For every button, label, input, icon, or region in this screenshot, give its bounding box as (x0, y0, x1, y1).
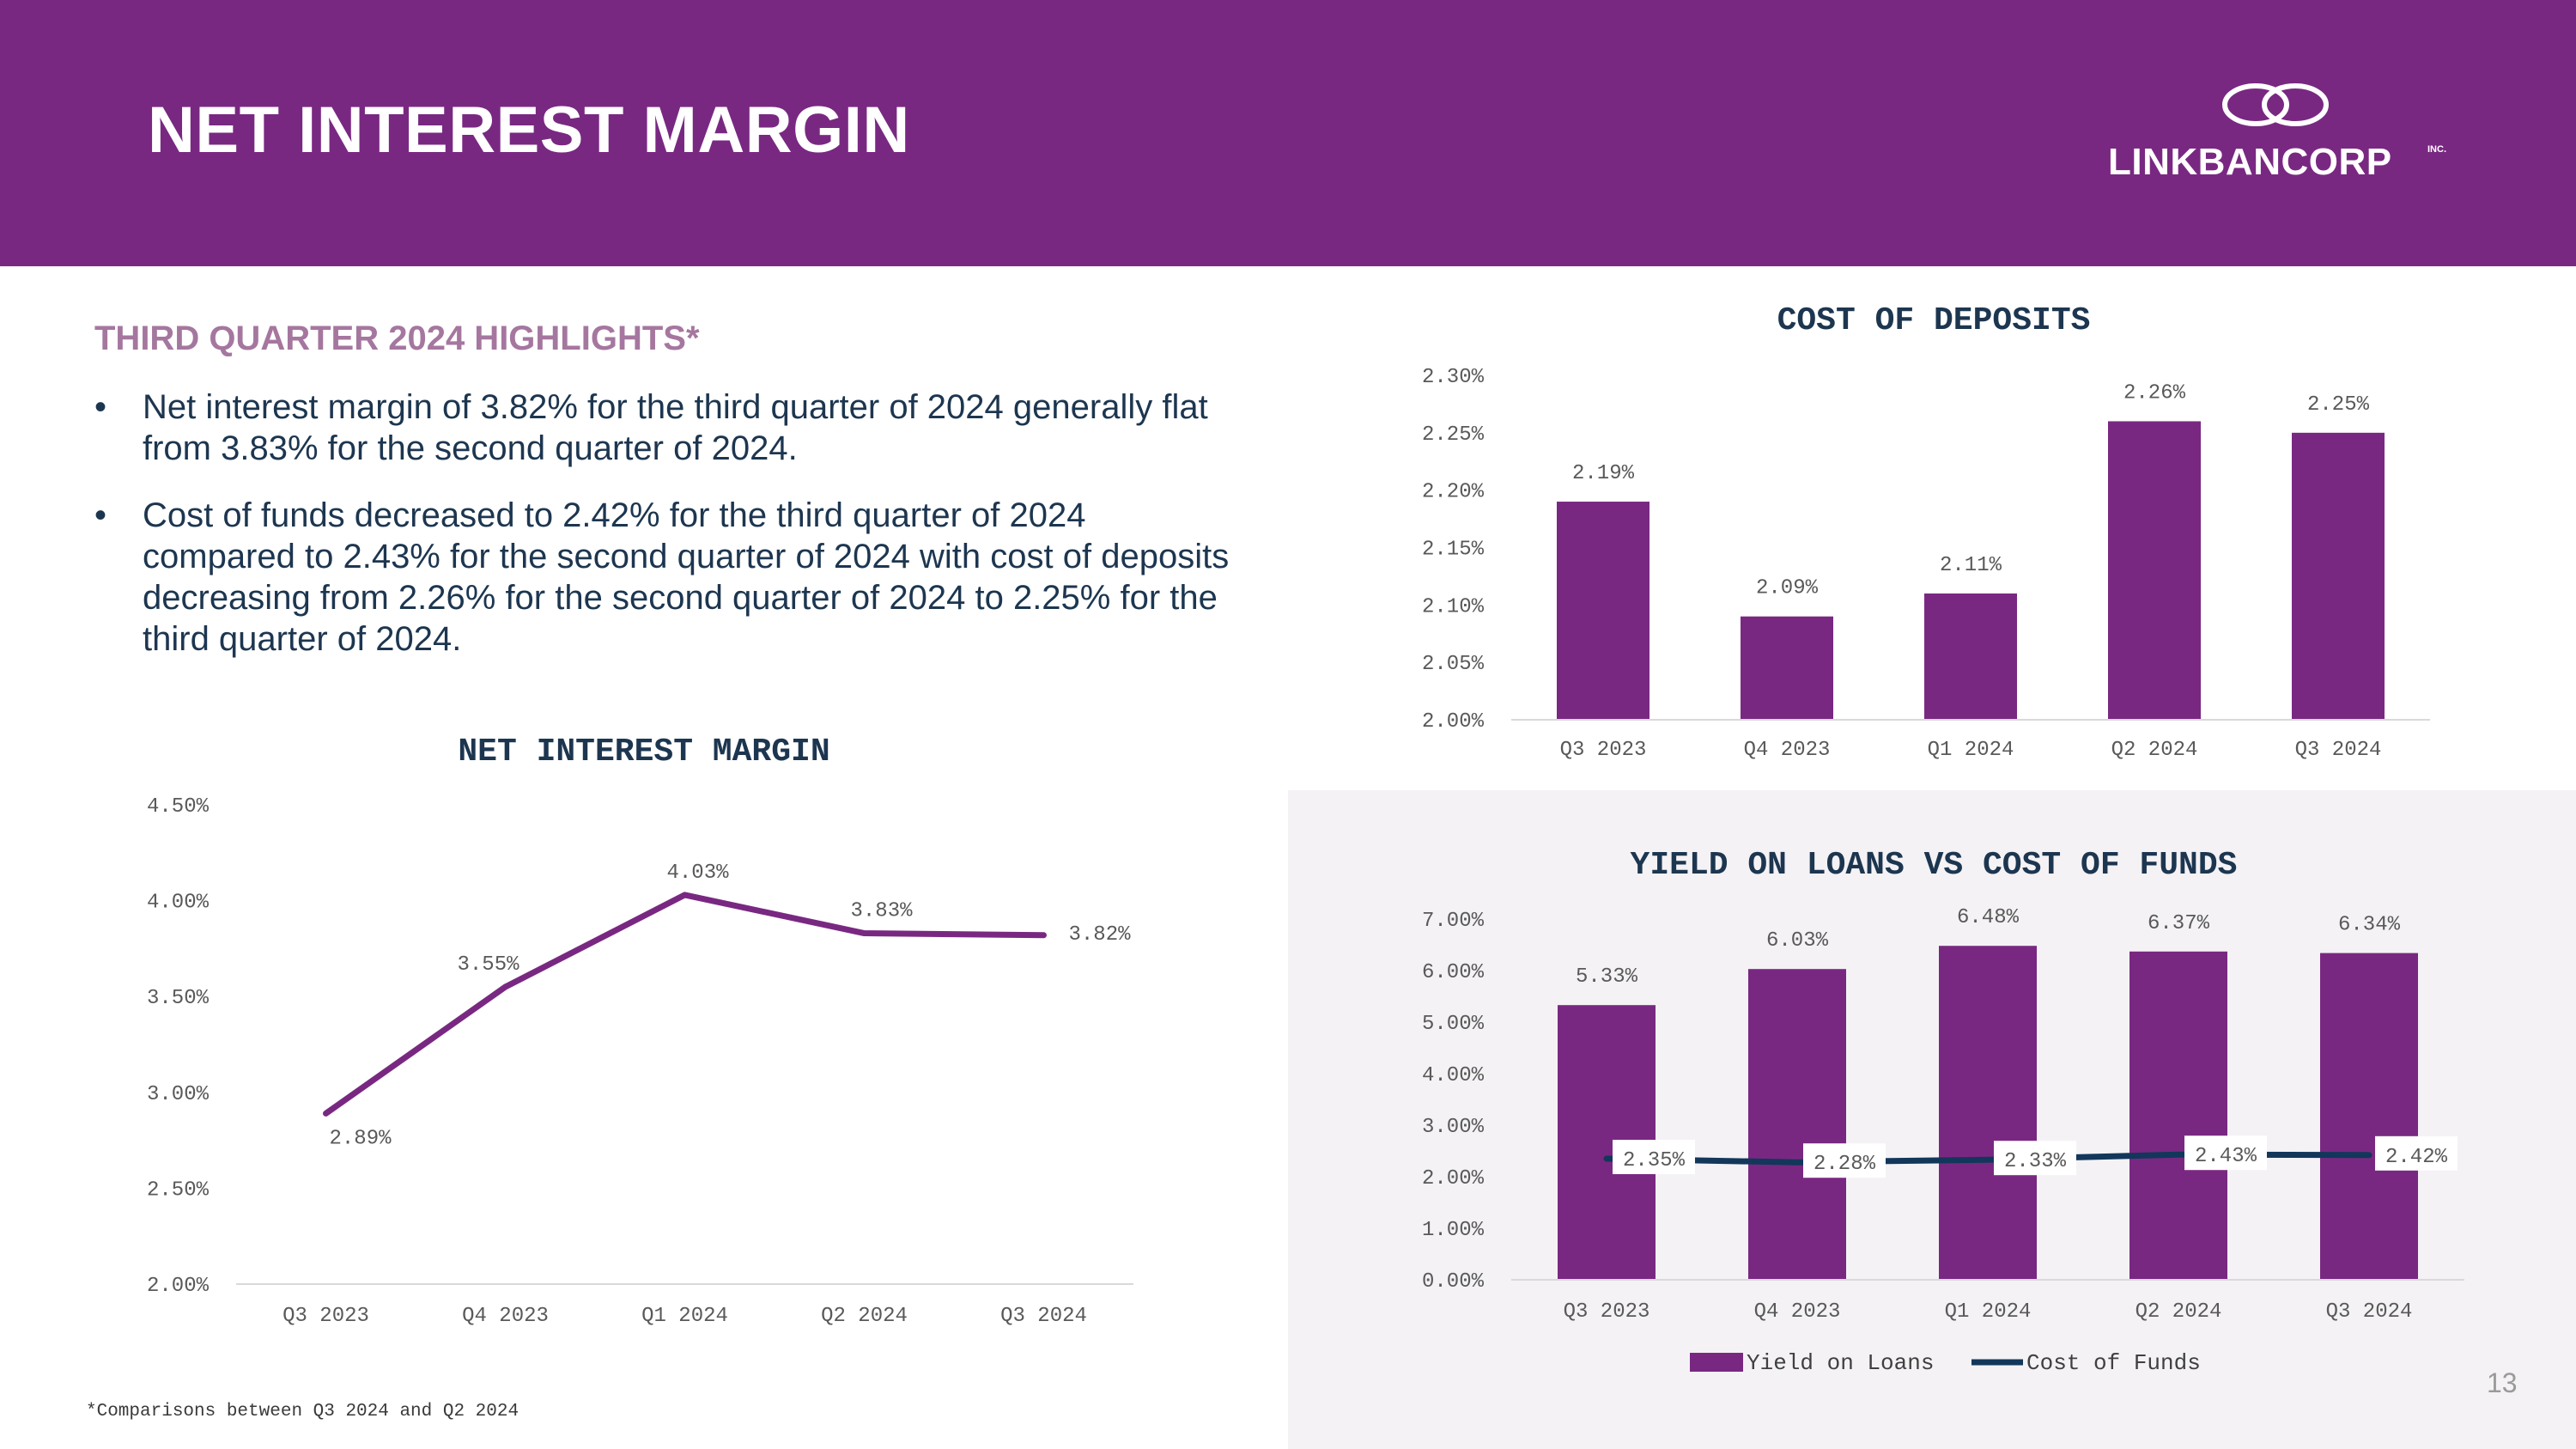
yield-y-tick-label: 7.00% (1422, 910, 1485, 933)
yield-y-tick-label: 6.00% (1422, 961, 1485, 984)
yield-x-tick-label: Q3 2023 (1564, 1300, 1650, 1324)
nim-data-label: 3.82% (1068, 923, 1131, 947)
yield-y-tick-label: 5.00% (1422, 1013, 1485, 1036)
deposits-bar (1557, 502, 1649, 720)
yield-data-label: 6.03% (1766, 929, 1829, 953)
yield-x-tick-label: Q1 2024 (1945, 1300, 2032, 1324)
nim-y-tick-label: 3.50% (147, 987, 210, 1010)
yield-chart-title: YIELD ON LOANS VS COST OF FUNDS (1631, 847, 2238, 884)
yield-data-label: 6.48% (1957, 906, 2020, 929)
yield-bar (1939, 946, 2037, 1280)
nim-point (1042, 933, 1046, 937)
company-logo: LINKBANCORP INC. (2108, 79, 2469, 191)
deposits-y-tick-label: 2.25% (1422, 423, 1485, 447)
yield-y-tick-label: 4.00% (1422, 1064, 1485, 1087)
highlight-text: Net interest margin of 3.82% for the thi… (143, 388, 1208, 467)
bullet-glyph: • (94, 388, 107, 426)
nim-y-tick-label: 4.50% (147, 795, 210, 819)
legend-yield-label: Yield on Loans (1747, 1350, 1934, 1376)
deposits-x-tick-label: Q2 2024 (2111, 739, 2198, 762)
nim-point (862, 931, 866, 935)
yield-y-tick-label: 0.00% (1422, 1270, 1485, 1294)
nim-chart-title: NET INTEREST MARGIN (458, 734, 829, 770)
nim-y-tick-label: 2.00% (147, 1275, 210, 1298)
highlight-text: Cost of funds decreased to 2.42% for the… (143, 496, 1230, 658)
deposits-x-tick-label: Q4 2023 (1744, 739, 1831, 762)
nim-x-tick-label: Q4 2023 (462, 1305, 549, 1328)
deposits-y-tick-label: 2.05% (1422, 653, 1485, 676)
logo-suffix: INC. (2427, 144, 2446, 155)
nim-point (324, 1111, 328, 1116)
cost-of-funds-data-label: 2.33% (2004, 1150, 2067, 1173)
nim-y-tick-label: 2.50% (147, 1178, 210, 1202)
cost-of-funds-label-box (2375, 1135, 2458, 1171)
yield-x-tick-label: Q3 2024 (2326, 1300, 2413, 1324)
cost-of-funds-label-box (1994, 1141, 2076, 1176)
yield-y-tick-label: 1.00% (1422, 1219, 1485, 1242)
nim-y-tick-label: 4.00% (147, 892, 210, 915)
nim-data-label: 3.83% (850, 900, 913, 923)
deposits-bar (1924, 593, 2017, 720)
deposits-data-label: 2.09% (1756, 577, 1819, 600)
deposits-y-tick-label: 2.15% (1422, 539, 1485, 562)
cost-of-funds-data-label: 2.43% (2195, 1145, 2257, 1168)
cost-of-funds-data-label: 2.42% (2385, 1146, 2448, 1169)
deposits-data-label: 2.25% (2307, 393, 2370, 417)
highlight-item: • Net interest margin of 3.82% for the th… (94, 387, 1236, 469)
nim-data-label: 3.55% (457, 953, 519, 977)
yield-y-tick-label: 2.00% (1422, 1167, 1485, 1190)
cost-of-funds-label-box (1803, 1143, 1886, 1178)
deposits-data-label: 2.11% (1940, 554, 2002, 577)
yield-bar (2320, 953, 2418, 1280)
deposits-data-label: 2.26% (2123, 381, 2186, 405)
nim-x-tick-label: Q3 2023 (283, 1305, 369, 1328)
deposits-y-tick-label: 2.10% (1422, 595, 1485, 618)
yield-x-tick-label: Q2 2024 (2136, 1300, 2222, 1324)
deposits-data-label: 2.19% (1572, 462, 1635, 485)
footnote: *Comparisons between Q3 2024 and Q2 2024 (86, 1402, 519, 1422)
yield-data-label: 6.37% (2148, 912, 2210, 935)
nim-data-label: 4.03% (666, 861, 729, 885)
cost-of-funds-label-box (2184, 1135, 2267, 1171)
highlight-item: • Cost of funds decreased to 2.42% for th… (94, 495, 1236, 660)
yield-y-tick-label: 3.00% (1422, 1116, 1485, 1139)
page-number: 13 (2487, 1367, 2518, 1398)
yield-bar (2129, 951, 2227, 1280)
yield-data-label: 6.34% (2338, 914, 2401, 937)
nim-x-tick-label: Q2 2024 (821, 1305, 908, 1328)
deposits-bar (1741, 616, 1833, 720)
deposits-x-tick-label: Q3 2023 (1560, 739, 1647, 762)
deposits-bar (2108, 421, 2201, 720)
nim-x-tick-label: Q3 2024 (1000, 1305, 1087, 1328)
bullet-glyph: • (94, 496, 107, 534)
cost-of-funds-data-label: 2.28% (1814, 1153, 1876, 1176)
deposits-bar (2292, 432, 2385, 720)
nim-line (323, 892, 1047, 1117)
deposits-y-tick-label: 2.20% (1422, 481, 1485, 504)
yield-x-tick-label: Q4 2023 (1754, 1300, 1841, 1324)
legend-cost-label: Cost of Funds (2026, 1350, 2201, 1376)
deposits-chart-title: COST OF DEPOSITS (1777, 302, 2091, 339)
nim-point (683, 892, 687, 897)
cost-of-funds-label-box (1613, 1140, 1695, 1174)
logo-rings-icon (2222, 83, 2329, 126)
nim-y-tick-label: 3.00% (147, 1083, 210, 1106)
yield-data-label: 5.33% (1576, 965, 1638, 989)
nim-x-tick-label: Q1 2024 (641, 1305, 728, 1328)
logo-wordmark: LINKBANCORP (2108, 141, 2392, 183)
deposits-x-tick-label: Q1 2024 (1928, 739, 2014, 762)
highlights-list: • Net interest margin of 3.82% for the th… (94, 387, 1236, 685)
nim-data-label: 2.89% (329, 1127, 392, 1150)
deposits-y-tick-label: 2.30% (1422, 366, 1485, 389)
cost-of-funds-data-label: 2.35% (1623, 1149, 1686, 1172)
highlights-title: THIRD QUARTER 2024 HIGHLIGHTS* (94, 320, 700, 357)
nim-point (503, 985, 507, 989)
page-title: NET INTEREST MARGIN (148, 94, 910, 167)
legend-yield-swatch (1690, 1353, 1743, 1372)
deposits-x-tick-label: Q3 2024 (2295, 739, 2382, 762)
yield-bar (1748, 969, 1846, 1280)
deposits-y-tick-label: 2.00% (1422, 710, 1485, 734)
header-band (0, 0, 2576, 266)
